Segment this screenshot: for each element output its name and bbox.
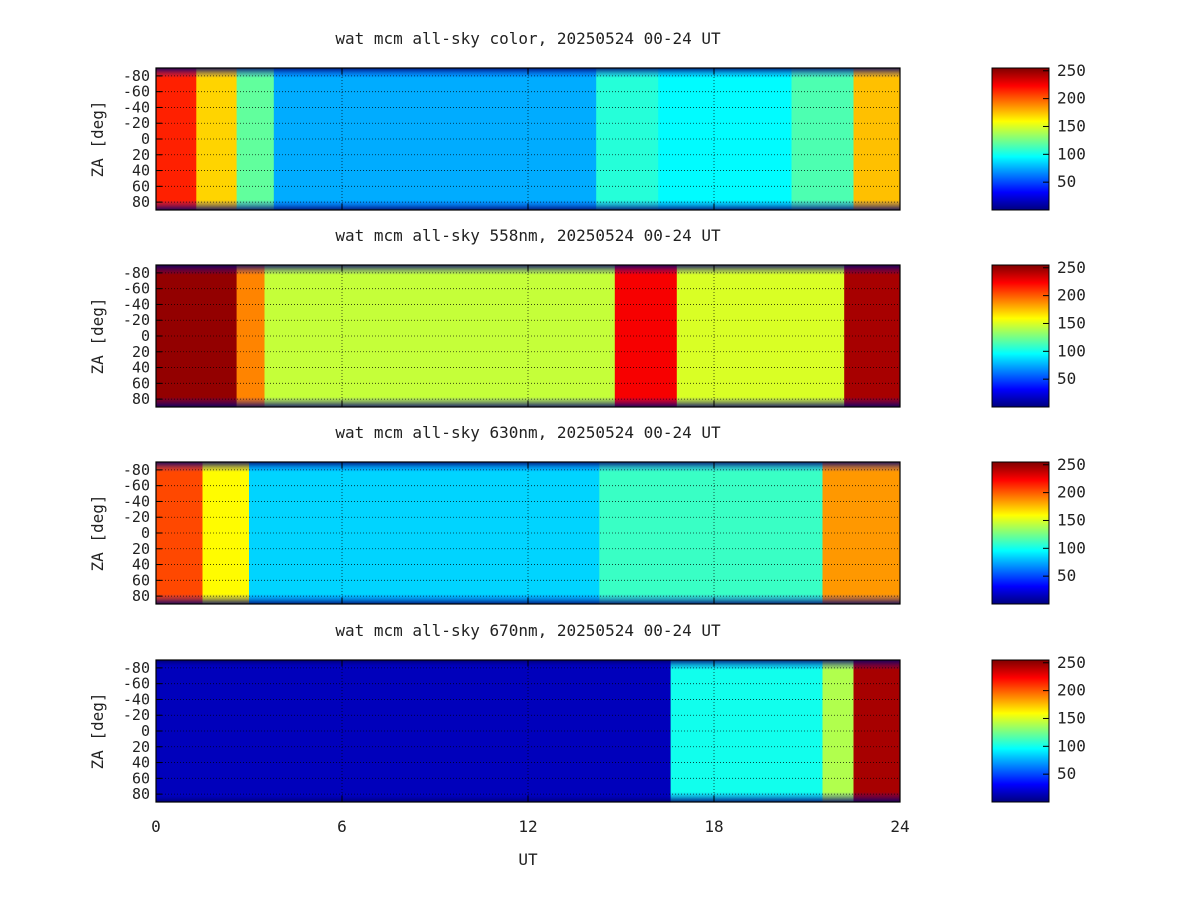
colorbar-tick-label: 100 [1057,144,1086,163]
colorbar-tick-label: 100 [1057,736,1086,755]
y-tick-label: -80 [123,67,150,85]
y-tick-label: 60 [132,769,150,787]
x-tick-label: 6 [337,817,347,836]
y-tick-label: 60 [132,571,150,589]
panel-title: wat mcm all-sky color, 20250524 00-24 UT [335,29,721,48]
x-tick-label: 12 [518,817,537,836]
x-tick-label: 24 [890,817,909,836]
y-tick-label: 80 [132,193,150,211]
y-tick-label: 60 [132,374,150,392]
keogram-panel: wat mcm all-sky 630nm, 20250524 00-24 UT… [88,423,1086,605]
y-tick-label: 20 [132,738,150,756]
x-tick-label: 0 [151,817,161,836]
colorbar-tick-label: 200 [1057,483,1086,502]
colorbar: 250 200 150 100 50 [991,653,1086,803]
y-tick-label: 80 [132,587,150,605]
panel-title: wat mcm all-sky 670nm, 20250524 00-24 UT [335,621,721,640]
colorbar: 250 200 150 100 50 [991,455,1086,605]
colorbar-tick-label: 250 [1057,653,1086,672]
colorbar-tick-label: 50 [1057,172,1076,191]
y-tick-label: 0 [141,722,150,740]
colorbar-tick-label: 150 [1057,313,1086,332]
y-tick-label: 80 [132,390,150,408]
y-tick-label: 20 [132,343,150,361]
y-tick-label: 20 [132,146,150,164]
y-axis-label: ZA [deg] [88,297,107,374]
colorbar-tick-label: 50 [1057,566,1076,585]
colorbar-gradient [991,659,1050,803]
y-tick-label: -60 [123,83,150,101]
y-tick-label: -60 [123,280,150,298]
y-tick-label: 40 [132,359,150,377]
y-tick-label: -60 [123,675,150,693]
panel-title: wat mcm all-sky 558nm, 20250524 00-24 UT [335,226,721,245]
colorbar-tick-label: 50 [1057,764,1076,783]
y-tick-label: -20 [123,114,150,132]
colorbar-tick-label: 250 [1057,61,1086,80]
y-tick-label: -20 [123,508,150,526]
panel-title: wat mcm all-sky 630nm, 20250524 00-24 UT [335,423,721,442]
keogram-panel: wat mcm all-sky 558nm, 20250524 00-24 UT… [88,226,1086,408]
colorbar-tick-label: 250 [1057,258,1086,277]
colorbar-tick-label: 200 [1057,681,1086,700]
y-tick-label: 20 [132,540,150,558]
y-tick-label: 40 [132,162,150,180]
y-tick-label: 40 [132,556,150,574]
y-tick-label: -80 [123,659,150,677]
colorbar-gradient [991,67,1050,211]
colorbar-tick-label: 200 [1057,286,1086,305]
y-tick-label: 0 [141,524,150,542]
y-tick-label: -80 [123,461,150,479]
colorbar-gradient [991,461,1050,605]
y-axis-label: ZA [deg] [88,100,107,177]
y-tick-label: 80 [132,785,150,803]
y-tick-label: 40 [132,754,150,772]
colorbar-gradient [991,264,1050,408]
y-tick-label: 0 [141,327,150,345]
x-tick-label: 18 [704,817,723,836]
colorbar-tick-label: 150 [1057,116,1086,135]
colorbar-tick-label: 150 [1057,708,1086,727]
y-axis-label: ZA [deg] [88,692,107,769]
colorbar-tick-label: 150 [1057,510,1086,529]
y-tick-label: 0 [141,130,150,148]
y-tick-label: -40 [123,98,150,116]
y-tick-label: 60 [132,177,150,195]
colorbar: 250 200 150 100 50 [991,61,1086,211]
colorbar-tick-label: 250 [1057,455,1086,474]
colorbar-tick-label: 100 [1057,341,1086,360]
colorbar-tick-label: 50 [1057,369,1076,388]
y-tick-label: -40 [123,492,150,510]
colorbar-tick-label: 200 [1057,89,1086,108]
y-tick-label: -80 [123,264,150,282]
colorbar-tick-label: 100 [1057,538,1086,557]
keogram-panel: wat mcm all-sky color, 20250524 00-24 UT… [88,29,1086,211]
y-tick-label: -20 [123,706,150,724]
x-axis-label: UT [518,850,538,869]
y-tick-label: -20 [123,311,150,329]
colorbar: 250 200 150 100 50 [991,258,1086,408]
y-tick-label: -60 [123,477,150,495]
y-axis-label: ZA [deg] [88,494,107,571]
y-tick-label: -40 [123,690,150,708]
keogram-panel: wat mcm all-sky 670nm, 20250524 00-24 UT… [88,621,1086,803]
y-tick-label: -40 [123,295,150,313]
